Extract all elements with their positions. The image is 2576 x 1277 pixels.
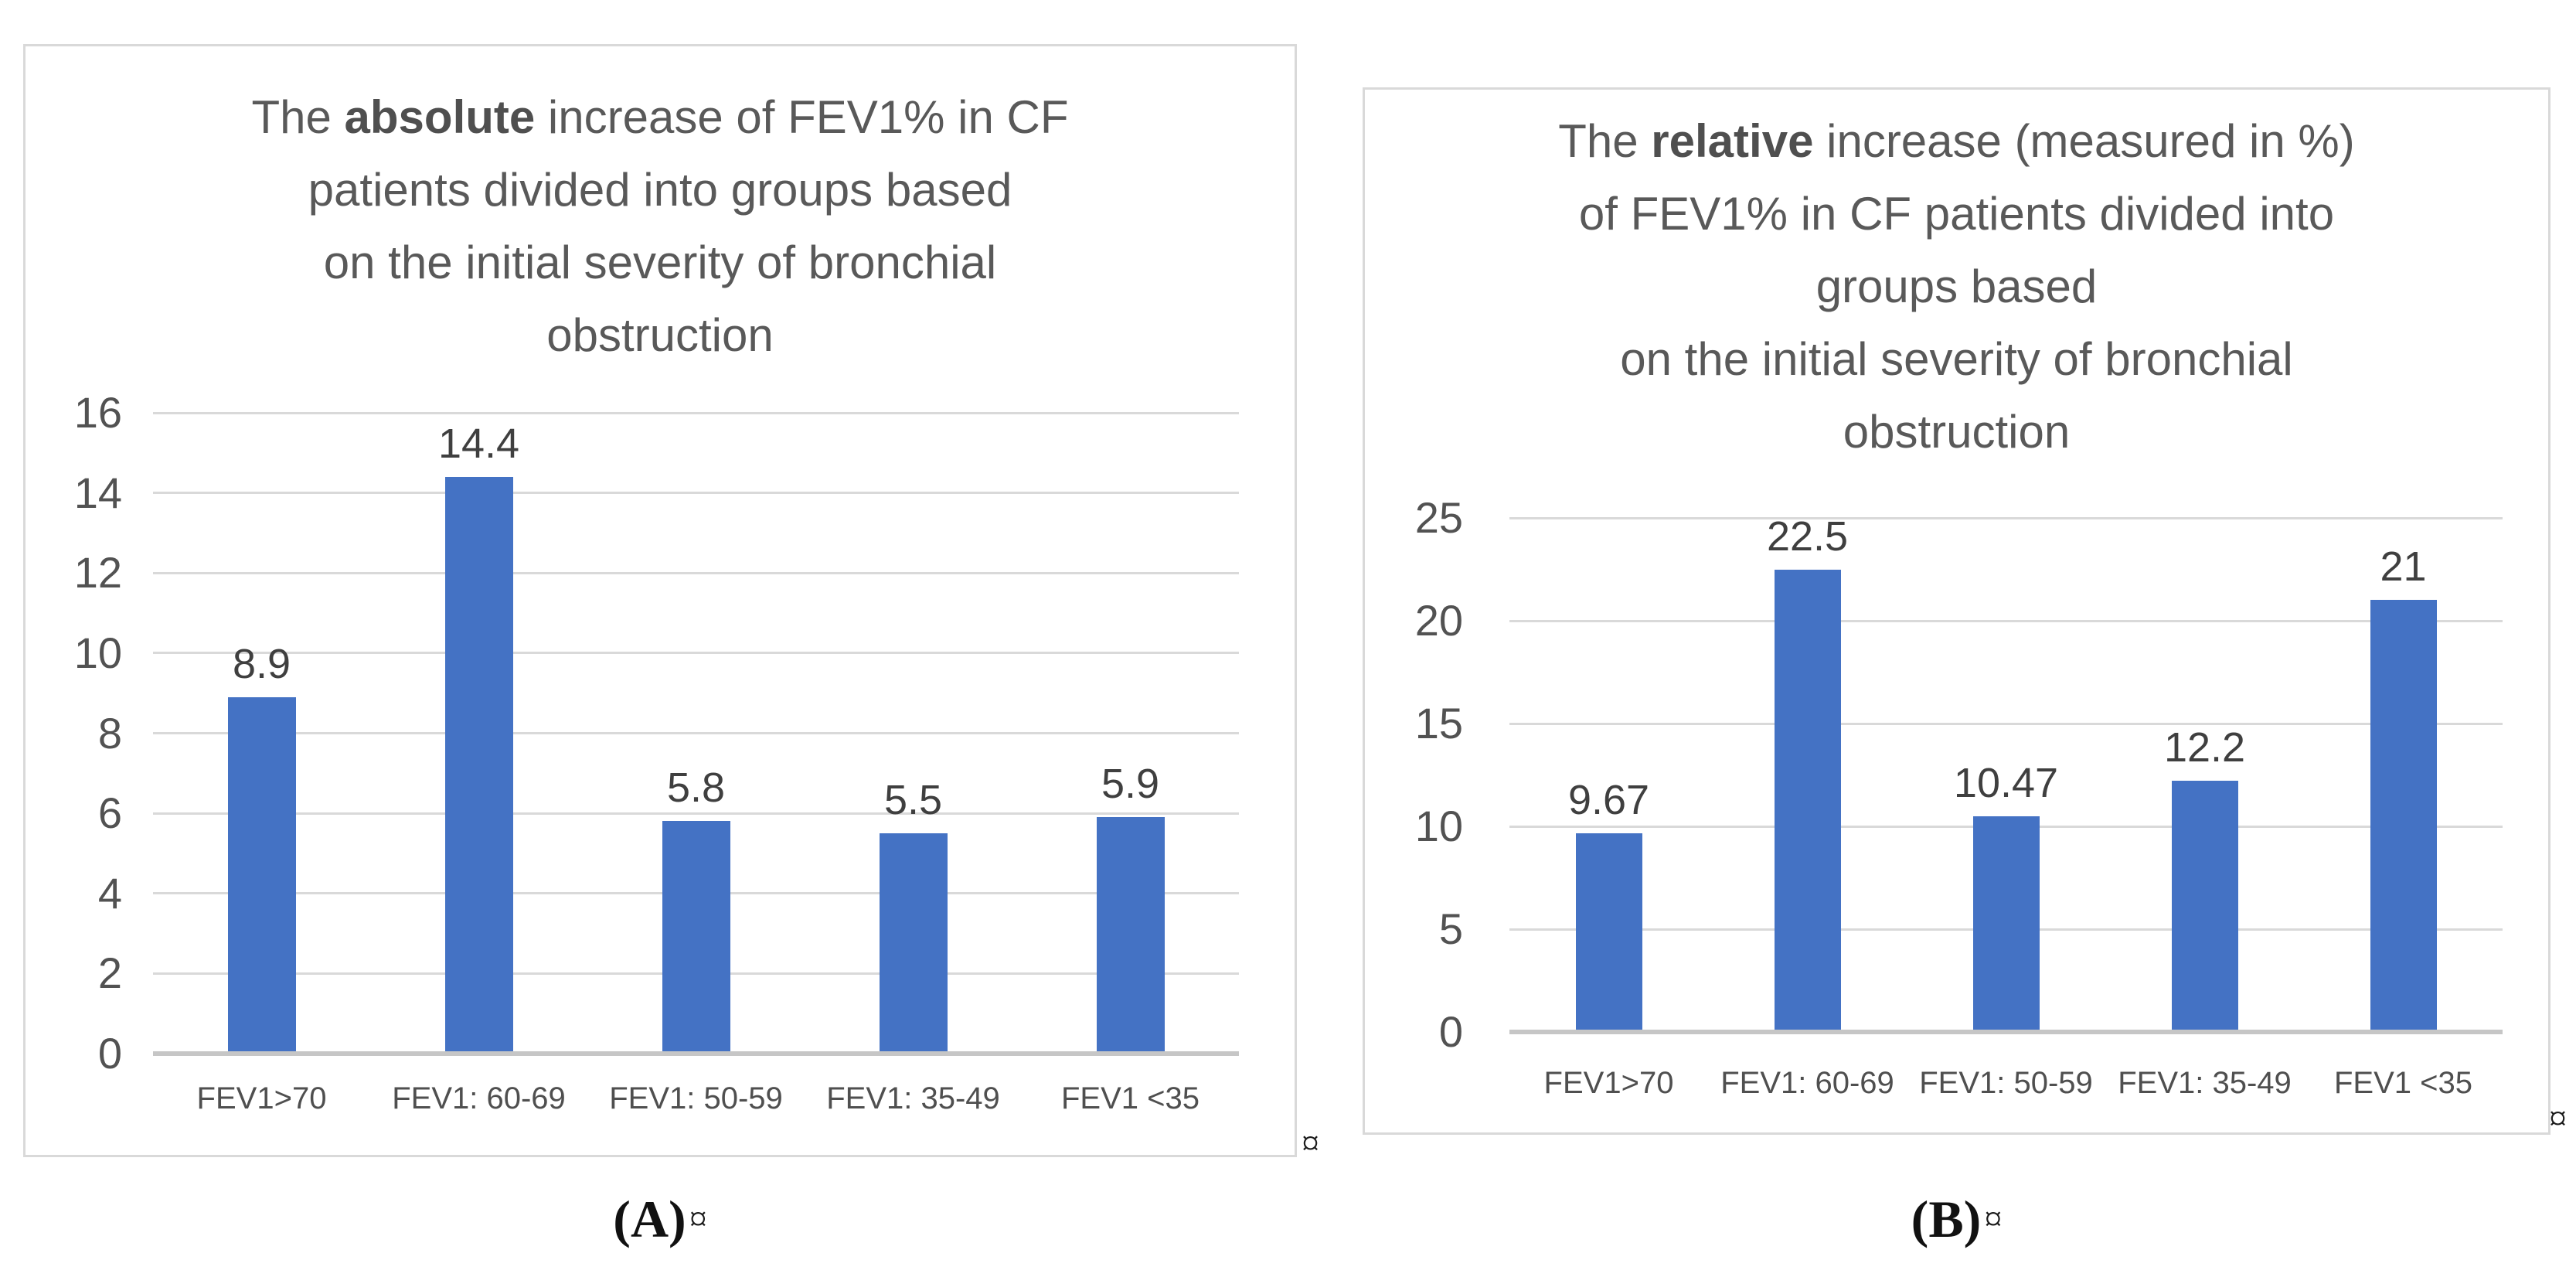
bar-FEV1: 35-49	[2171, 781, 2238, 1030]
y-axis-tick-label: 0	[97, 1029, 122, 1078]
chart-title-line: of FEV1% in CF patients divided into	[1365, 178, 2548, 250]
title-emphasis-word: absolute	[344, 91, 536, 143]
chart-title-line: on the initial severity of bronchial	[26, 226, 1295, 299]
chart-title-line: on the initial severity of bronchial	[1365, 323, 2548, 396]
panel-A: The absolute increase of FEV1% in CF pati…	[23, 44, 1297, 1157]
y-axis-tick-label: 4	[97, 868, 122, 918]
y-gridline	[153, 732, 1239, 734]
title-text: increase of FEV1% in CF	[535, 91, 1069, 143]
x-category-label: FEV1>70	[1543, 1066, 1674, 1100]
y-axis-tick-label: 12	[73, 548, 122, 598]
chart-title-line: obstruction	[26, 299, 1295, 372]
chart-title-line: patients divided into groups based	[26, 154, 1295, 226]
title-text: on the initial severity of bronchial	[323, 237, 997, 288]
title-text: obstruction	[1843, 406, 2071, 458]
y-axis-tick-label: 10	[1414, 802, 1463, 850]
bar-value-label: 8.9	[232, 640, 291, 687]
y-axis-tick-label: 25	[1414, 493, 1463, 542]
y-axis-tick-label: 16	[73, 388, 122, 437]
chart-title: The relative increase (measured in %) of …	[1365, 105, 2548, 468]
caption-A: (A)¤	[23, 1189, 1297, 1250]
y-gridline	[153, 812, 1239, 815]
bar-FEV1 <35	[1096, 817, 1165, 1051]
bar-value-label: 5.8	[666, 764, 726, 812]
title-text: increase (measured in %)	[1813, 115, 2355, 167]
x-category-label: FEV1: 60-69	[392, 1081, 566, 1115]
y-axis-tick-label: 0	[1438, 1007, 1463, 1056]
bar-value-label: 22.5	[1766, 513, 1849, 560]
title-text: The	[1558, 115, 1652, 167]
caption-A-label: (A)	[613, 1190, 686, 1248]
bar-value-label: 14.4	[437, 420, 520, 467]
bar-FEV1>70	[227, 696, 296, 1051]
bar-FEV1: 35-49	[879, 833, 948, 1051]
bar-value-label: 5.5	[883, 777, 943, 824]
caption-B: (B)¤	[1363, 1189, 2550, 1250]
y-axis-tick-label: 10	[73, 628, 122, 677]
bar-value-label: 9.67	[1567, 776, 1650, 823]
x-category-label: FEV1 <35	[1060, 1081, 1200, 1115]
bar-FEV1: 60-69	[444, 476, 513, 1051]
bar-value-label: 12.2	[2163, 724, 2246, 771]
y-axis-tick-label: 20	[1414, 596, 1463, 645]
y-gridline	[1509, 722, 2503, 725]
panel-B: The relative increase (measured in %) of …	[1363, 87, 2550, 1135]
caption-B-label: (B)	[1911, 1190, 1982, 1248]
bar-FEV1: 50-59	[662, 821, 730, 1051]
title-text: patients divided into groups based	[308, 164, 1012, 216]
chart-title-line: The absolute increase of FEV1% in CF	[26, 81, 1295, 154]
stray-formatting-mark-after-panel-a: ¤	[1302, 1123, 1319, 1163]
x-axis-line	[1509, 1030, 2503, 1034]
y-gridline	[153, 652, 1239, 655]
chart-title: The absolute increase of FEV1% in CF pati…	[26, 81, 1295, 372]
title-text: of FEV1% in CF patients divided into	[1578, 188, 2335, 240]
bar-value-label: 5.9	[1101, 761, 1160, 808]
y-gridline	[153, 411, 1239, 414]
stray-formatting-mark-right-edge: ¤	[2549, 1098, 2567, 1138]
title-text: obstruction	[546, 309, 774, 361]
chart-title-line: obstruction	[1365, 396, 2548, 468]
x-category-label: FEV1: 35-49	[2118, 1066, 2292, 1100]
x-category-label: FEV1: 50-59	[609, 1081, 783, 1115]
title-emphasis-word: relative	[1651, 115, 1814, 167]
y-axis-tick-label: 6	[97, 788, 122, 838]
y-axis-tick-label: 2	[97, 948, 122, 998]
bar-chart-B: The relative increase (measured in %) of …	[1365, 90, 2548, 1132]
title-text: The	[251, 91, 345, 143]
x-category-label: FEV1>70	[196, 1081, 327, 1115]
x-axis-line	[153, 1051, 1239, 1056]
bar-FEV1>70	[1575, 833, 1642, 1030]
bar-FEV1: 50-59	[1972, 816, 2040, 1030]
bar-FEV1: 60-69	[1774, 569, 1841, 1030]
y-axis-tick-label: 14	[73, 468, 122, 517]
y-axis-tick-label: 5	[1438, 904, 1463, 953]
bar-value-label: 10.47	[1953, 760, 2059, 807]
y-gridline	[1509, 619, 2503, 622]
chart-title-line: The relative increase (measured in %)	[1365, 105, 2548, 178]
chart-title-line: groups based	[1365, 250, 2548, 323]
caption-B-formatting-mark: ¤	[1984, 1199, 2003, 1238]
x-category-label: FEV1 <35	[2333, 1066, 2472, 1100]
caption-A-formatting-mark: ¤	[689, 1199, 707, 1238]
x-category-label: FEV1: 35-49	[826, 1081, 1000, 1115]
bar-chart-A: The absolute increase of FEV1% in CF pati…	[26, 46, 1295, 1155]
bar-value-label: 21	[2380, 543, 2427, 591]
y-axis-tick-label: 15	[1414, 699, 1463, 747]
x-category-label: FEV1: 50-59	[1919, 1066, 2093, 1100]
title-text: groups based	[1815, 261, 2098, 312]
y-gridline	[153, 492, 1239, 495]
x-category-label: FEV1: 60-69	[1720, 1066, 1894, 1100]
title-text: on the initial severity of bronchial	[1620, 333, 2293, 385]
bar-FEV1 <35	[2370, 600, 2437, 1030]
y-axis-tick-label: 8	[97, 708, 122, 758]
y-gridline	[1509, 516, 2503, 519]
y-gridline	[153, 571, 1239, 574]
